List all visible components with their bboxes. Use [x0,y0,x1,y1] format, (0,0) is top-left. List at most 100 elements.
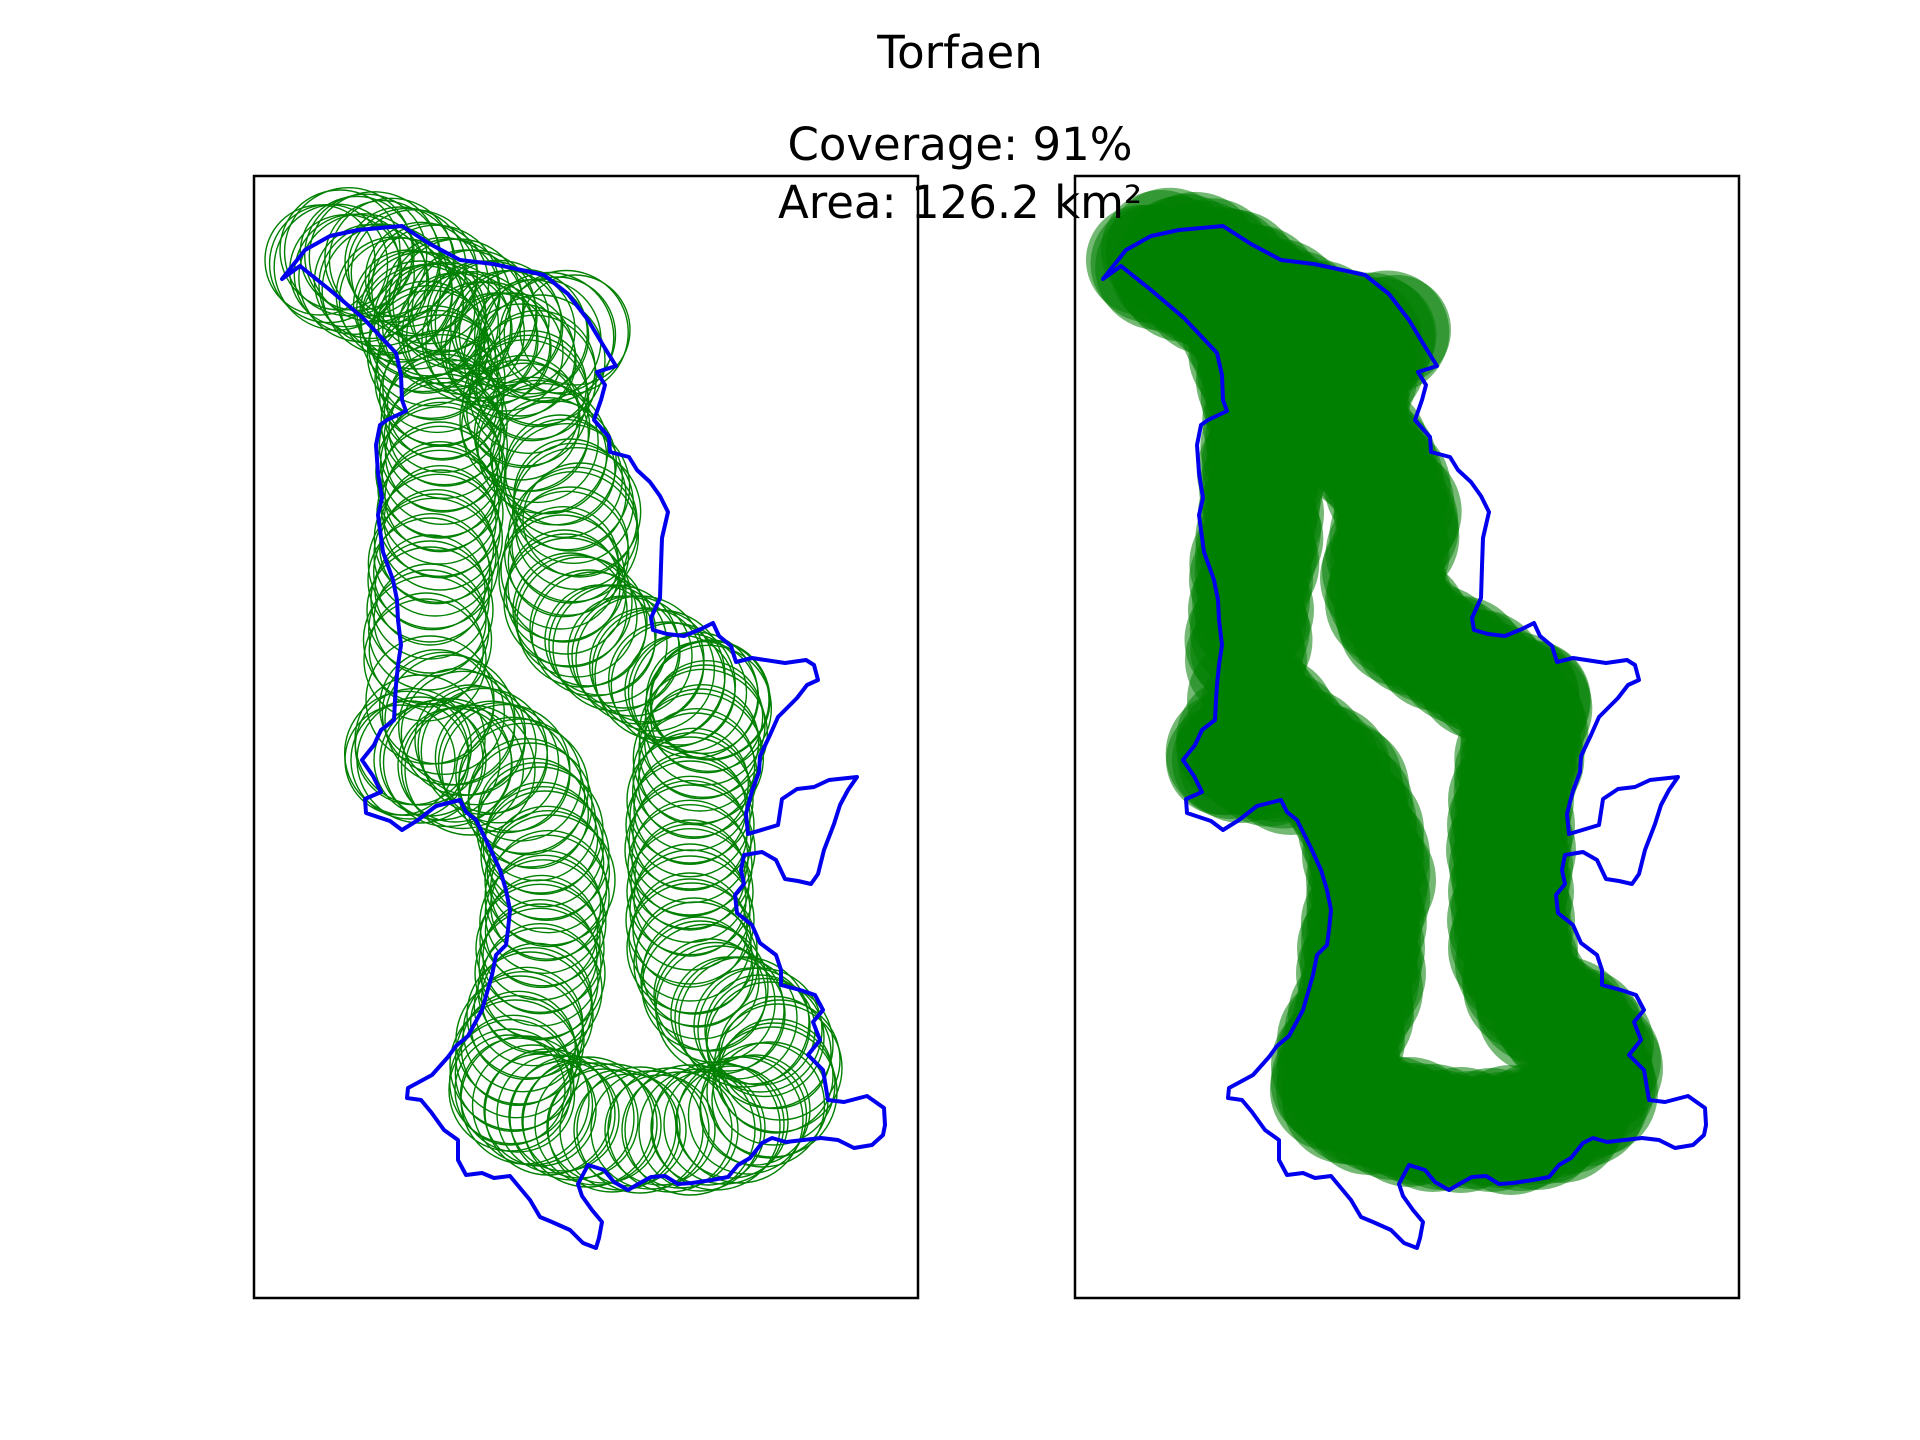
coverage-circle [705,977,825,1098]
coverage-circle [502,422,631,551]
coverage-circle [381,421,499,539]
coverage-circle [522,1056,654,1188]
left-axes-frame [252,174,920,1300]
coverage-circle [368,569,490,691]
coverage-circle [404,704,536,836]
coverage-circle [384,397,501,513]
coverage-circle [454,1014,573,1133]
coverage-circle [626,882,758,1014]
coverage-circle [637,727,750,840]
coverage-circle [638,1068,762,1192]
coverage-circle [417,686,537,806]
coverage-circle [718,995,832,1110]
coverage-circle [621,1071,739,1189]
figure-title: Torfaen [877,26,1043,79]
coverage-circle [534,1062,658,1186]
coverage-circle [503,269,629,396]
coverage-circle [644,664,766,786]
coverage-circle [486,809,611,934]
coverage-circle [454,1034,566,1146]
coverage-circle [328,197,455,323]
right-axes-frame [1073,174,1741,1300]
coverage-circle [437,702,560,824]
coverage-circle [384,654,516,786]
coverage-circle [367,497,500,630]
coverage-circle [378,648,495,765]
coverage-circle [374,534,486,646]
coverage-circle [503,490,630,617]
coverage-circle [627,803,753,930]
coverage-circle [634,819,746,931]
coverage-circle [650,1070,766,1186]
coverage-circle [498,276,617,394]
right-boundary-outline [1101,224,1708,1250]
right-map-panel [1073,174,1741,1300]
right-coverage-fill [1086,187,1663,1195]
coverage-circle [531,571,657,697]
coverage-circle [713,1003,843,1133]
coverage-circle [625,855,755,985]
coverage-circle [298,213,428,343]
coverage-circle [496,1054,616,1174]
coverage-circle [712,1022,836,1146]
coverage-circle [546,1068,662,1184]
coverage-disc [1270,1029,1392,1151]
coverage-circle [718,1018,834,1134]
coverage-circle [633,843,747,957]
coverage-circle [363,598,487,722]
coverage-circle [687,1055,808,1175]
coverage-circle [455,975,585,1105]
coverage-circle [467,742,593,868]
coverage-circle [384,440,496,553]
coverage-subtitle: Coverage: 91% [787,118,1133,171]
coverage-circle [629,849,751,971]
coverage-circle [479,859,607,987]
coverage-circle [373,473,504,604]
coverage-circle [626,827,754,956]
coverage-circle [481,922,599,1041]
coverage-circle [483,271,615,404]
coverage-circle [365,635,495,765]
coverage-circle [626,736,754,864]
coverage-circle [370,540,490,660]
coverage-circle [367,517,493,643]
coverage-circle [477,927,603,1053]
coverage-circle [631,799,749,918]
coverage-circle [503,537,633,667]
coverage-circle [590,1070,710,1190]
coverage-circle [448,1028,572,1152]
coverage-circle [475,379,599,504]
left-coverage-circles [264,187,843,1196]
coverage-circle [482,898,598,1015]
coverage-circle [624,784,756,916]
coverage-circle [377,425,503,552]
coverage-circle [386,349,499,461]
coverage-circle [480,790,610,920]
coverage-circle [663,1063,785,1185]
coverage-circle [500,510,620,630]
coverage-circle [400,670,527,797]
coverage-circle [519,274,631,386]
coverage-circle [633,901,759,1027]
coverage-circle [383,377,505,500]
coverage-circle [559,1069,681,1191]
coverage-circle [604,1074,716,1186]
coverage-circle [629,755,751,878]
coverage-circle [632,692,765,825]
coverage-circle [505,533,627,655]
coverage-circle [397,707,513,823]
coverage-circle [479,879,601,1001]
coverage-circle [547,1063,677,1193]
coverage-circle [624,1064,756,1196]
left-map-panel [252,174,920,1300]
coverage-circle [459,1037,576,1153]
coverage-circle [482,785,605,908]
coverage-circle [640,920,760,1040]
coverage-circle [498,514,626,642]
coverage-circle [475,883,605,1014]
coverage-circle [374,314,506,446]
coverage-circle [350,700,470,820]
coverage-circle [512,552,628,668]
coverage-circle [324,199,442,318]
